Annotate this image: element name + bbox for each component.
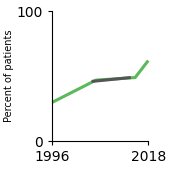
Y-axis label: Percent of patients: Percent of patients (4, 30, 14, 123)
